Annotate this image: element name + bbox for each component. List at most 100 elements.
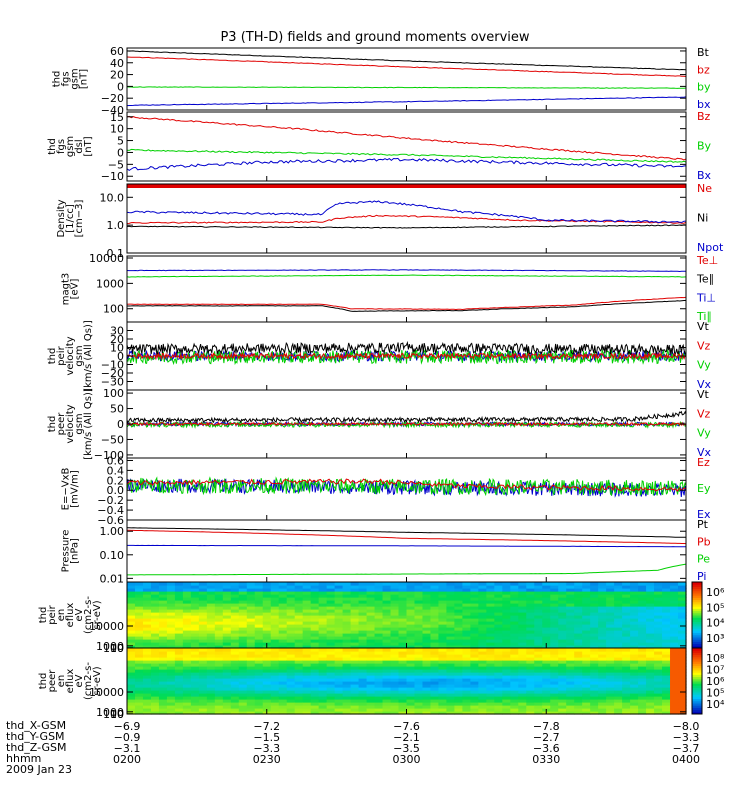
spectrogram-cell	[534, 603, 543, 607]
spectrogram-cell	[422, 678, 432, 682]
spectrogram-cell	[638, 687, 647, 691]
spectrogram-cell	[158, 669, 168, 673]
spectrogram-cell	[662, 630, 671, 634]
spectrogram-cell	[614, 660, 623, 664]
spectrogram-cell	[622, 636, 631, 640]
spectrogram-cell	[127, 699, 136, 703]
spectrogram-cell	[214, 711, 224, 715]
spectrogram-cell	[190, 585, 200, 589]
y-axis-label-line: eflux	[65, 669, 76, 694]
spectrogram-cell	[518, 669, 527, 673]
colorbar-swatch	[692, 643, 702, 647]
spectrogram-cell	[614, 669, 623, 673]
y-tick-label: 10	[110, 123, 124, 136]
spectrogram-cell	[494, 669, 503, 673]
spectrogram-cell	[158, 612, 168, 616]
spectrogram-cell	[550, 675, 559, 679]
spectrogram-cell	[350, 603, 360, 607]
spectrogram-cell	[678, 684, 687, 688]
colorbar-swatch	[692, 659, 702, 662]
spectrogram-cell	[398, 654, 408, 658]
spectrogram-cell	[470, 594, 479, 598]
spectrogram-cell	[478, 651, 487, 655]
spectrogram-cell	[526, 591, 535, 595]
spectrogram-cell	[206, 642, 216, 646]
spectrogram-cell	[638, 693, 647, 697]
spectrogram-cell	[614, 615, 623, 619]
spectrogram-cell	[430, 681, 440, 685]
spectrogram-cell	[462, 636, 471, 640]
spectrogram-cell	[414, 711, 424, 715]
spectrogram-cell	[454, 711, 463, 715]
y-tick-label: 100	[103, 387, 124, 400]
spectrogram-cell	[598, 636, 607, 640]
series-line-Pb	[127, 529, 687, 545]
spectrogram-cell	[238, 699, 248, 703]
spectrogram-cell	[630, 597, 639, 601]
spectrogram-cell	[206, 603, 216, 607]
spectrogram-cell	[638, 603, 647, 607]
spectrogram-cell	[678, 672, 687, 676]
spectrogram-cell	[638, 606, 647, 610]
spectrogram-cell	[182, 639, 192, 643]
spectrogram-cell	[286, 618, 296, 622]
spectrogram-cell	[534, 591, 543, 595]
spectrogram-cell	[398, 609, 408, 613]
spectrogram-cell	[326, 654, 336, 658]
spectrogram-cell	[406, 591, 416, 595]
spectrogram-cell	[622, 684, 631, 688]
spectrogram-cell	[638, 600, 647, 604]
spectrogram-cell	[550, 684, 559, 688]
spectrogram-cell	[574, 621, 583, 625]
spectrogram-cell	[646, 624, 655, 628]
spectrogram-cell	[406, 672, 416, 676]
spectrogram-cell	[382, 588, 392, 592]
spectrogram-cell	[646, 606, 655, 610]
spectrogram-cell	[614, 678, 623, 682]
legend-entry: Vz	[697, 407, 711, 420]
spectrogram-cell	[142, 591, 152, 595]
spectrogram-cell	[190, 624, 200, 628]
spectrogram-cell	[646, 651, 655, 655]
spectrogram-cell	[278, 696, 288, 700]
spectrogram-cell	[470, 630, 479, 634]
spectrogram-cell	[294, 618, 304, 622]
spectrogram-cell	[222, 699, 232, 703]
spectrogram-cell	[502, 642, 511, 646]
spectrogram-cell	[158, 603, 168, 607]
spectrogram-cell	[390, 618, 400, 622]
spectrogram-cell	[590, 594, 599, 598]
spectrogram-cell	[486, 582, 495, 586]
spectrogram-cell	[326, 645, 336, 649]
spectrogram-cell	[502, 630, 511, 634]
spectrogram-cell	[238, 639, 248, 643]
legend-entry: Ex	[697, 508, 711, 521]
spectrogram-cell	[382, 678, 392, 682]
spectrogram-cell	[342, 609, 352, 613]
y-tick-label: 10.0	[100, 191, 125, 204]
spectrogram-cell	[318, 684, 328, 688]
spectrogram-cell	[518, 621, 527, 625]
spectrogram-cell	[494, 636, 503, 640]
spectrogram-cell	[606, 645, 615, 649]
spectrogram-cell	[670, 609, 679, 613]
spectrogram-cell	[638, 663, 647, 667]
spectrogram-cell	[486, 597, 495, 601]
spectrogram-cell	[606, 618, 615, 622]
spectrogram-cell	[182, 612, 192, 616]
spectrogram-cell	[326, 651, 336, 655]
spectrogram-cell	[630, 639, 639, 643]
spectrogram-cell	[134, 645, 144, 649]
spectrogram-cell	[222, 639, 232, 643]
spectrogram-cell	[366, 645, 376, 649]
spectrogram-cell	[614, 603, 623, 607]
spectrogram-cell	[502, 615, 511, 619]
spectrogram-cell	[310, 660, 320, 664]
spectrogram-cell	[670, 708, 679, 712]
spectrogram-cell	[638, 591, 647, 595]
spectrogram-cell	[398, 702, 408, 706]
spectrogram-cell	[606, 615, 615, 619]
spectrogram-cell	[254, 627, 264, 631]
spectrogram-cell	[382, 684, 392, 688]
